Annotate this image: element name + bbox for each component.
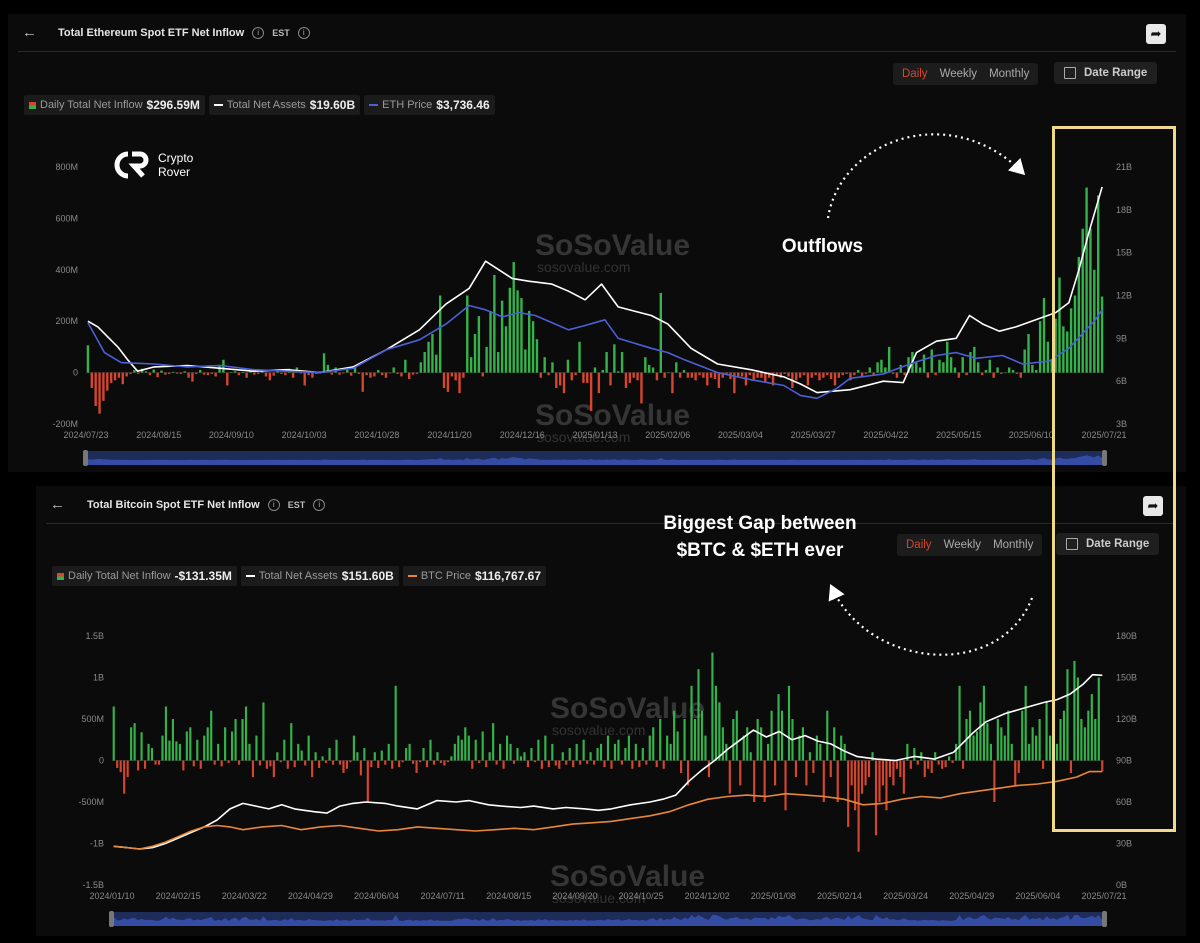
logo-line1: Crypto [158,151,194,165]
btc-panel: ← Total Bitcoin Spot ETF Net Inflow i ES… [36,486,1186,936]
eth-legend-inflow[interactable]: Daily Total Net Inflow $296.59M [24,95,205,115]
btc-title-info-icon[interactable]: i [267,499,280,511]
eth-legend: Daily Total Net Inflow $296.59M Total Ne… [24,95,495,115]
line-swatch-icon [369,104,379,106]
crypto-rover-logo-icon [112,150,152,180]
btc-legend-inflow-value: -$131.35M [174,569,232,583]
eth-tab-weekly[interactable]: Weekly [939,68,978,80]
outflows-annotation: Outflows [781,236,864,257]
btc-legend-inflow[interactable]: Daily Total Net Inflow -$131.35M [52,566,237,586]
btc-header: Total Bitcoin Spot ETF Net Inflow i EST … [87,499,326,511]
btc-legend-inflow-label: Daily Total Net Inflow [68,570,171,582]
calendar-icon [1064,67,1076,79]
eth-legend-price[interactable]: ETH Price $3,736.46 [364,95,495,115]
btc-legend-price-label: BTC Price [420,570,471,582]
eth-share-icon[interactable]: ➦ [1146,24,1166,44]
btc-tz-info-icon[interactable]: i [313,499,326,511]
eth-legend-inflow-label: Daily Total Net Inflow [40,99,143,111]
btc-tab-weekly[interactable]: Weekly [943,539,982,551]
eth-granularity-tabs: Daily Weekly Monthly [893,63,1039,85]
eth-legend-price-label: ETH Price [382,99,433,111]
gap-annotation: Biggest Gap between $BTC & $ETH ever [620,510,900,564]
crypto-rover-logo: Crypto Rover [112,150,193,180]
btc-share-icon[interactable]: ➦ [1143,496,1163,516]
eth-legend-assets[interactable]: Total Net Assets $19.60B [208,95,361,115]
recent-period-highlight-box [1052,126,1176,832]
btc-legend-price[interactable]: BTC Price $116,767.67 [402,566,547,586]
btc-date-range-button[interactable]: Date Range [1056,533,1160,555]
btc-date-range-label: Date Range [1086,538,1150,550]
btc-tab-daily[interactable]: Daily [906,539,932,551]
eth-legend-inflow-value: $296.59M [146,98,200,112]
eth-legend-assets-label: Total Net Assets [226,99,306,111]
btc-divider [46,523,1176,524]
eth-back-arrow-icon[interactable]: ← [22,24,37,41]
gap-annotation-line2: $BTC & $ETH ever [676,540,844,561]
eth-tab-monthly[interactable]: Monthly [989,68,1030,80]
btc-back-arrow-icon[interactable]: ← [50,496,65,513]
btc-timezone: EST [287,500,306,510]
btc-legend-assets[interactable]: Total Net Assets $151.60B [240,566,399,586]
eth-divider [18,51,1176,52]
eth-panel: ← Total Ethereum Spot ETF Net Inflow i E… [8,14,1186,472]
eth-title-info-icon[interactable]: i [252,27,265,39]
eth-header: Total Ethereum Spot ETF Net Inflow i EST… [58,27,310,39]
eth-timezone: EST [272,28,290,38]
calendar-icon [1066,538,1078,550]
eth-tz-info-icon[interactable]: i [297,27,310,39]
gap-annotation-line1: Biggest Gap between [663,513,857,534]
btc-title: Total Bitcoin Spot ETF Net Inflow [87,499,260,511]
btc-tab-monthly[interactable]: Monthly [993,539,1034,551]
eth-title: Total Ethereum Spot ETF Net Inflow [58,27,245,39]
btc-granularity-tabs: Daily Weekly Monthly [897,534,1043,556]
bar-swatch-icon [57,572,64,580]
line-swatch-icon [245,575,255,577]
bar-swatch-icon [29,101,36,109]
eth-date-range-button[interactable]: Date Range [1054,62,1158,84]
eth-tab-daily[interactable]: Daily [902,68,928,80]
btc-legend: Daily Total Net Inflow -$131.35M Total N… [52,566,547,586]
logo-line2: Rover [158,165,191,179]
eth-legend-assets-value: $19.60B [309,98,356,112]
btc-legend-assets-label: Total Net Assets [258,570,338,582]
line-swatch-icon [407,575,417,577]
eth-date-range-label: Date Range [1084,67,1148,79]
btc-legend-assets-value: $151.60B [341,569,394,583]
line-swatch-icon [213,104,223,106]
eth-legend-price-value: $3,736.46 [436,98,490,112]
btc-legend-price-value: $116,767.67 [474,569,542,583]
